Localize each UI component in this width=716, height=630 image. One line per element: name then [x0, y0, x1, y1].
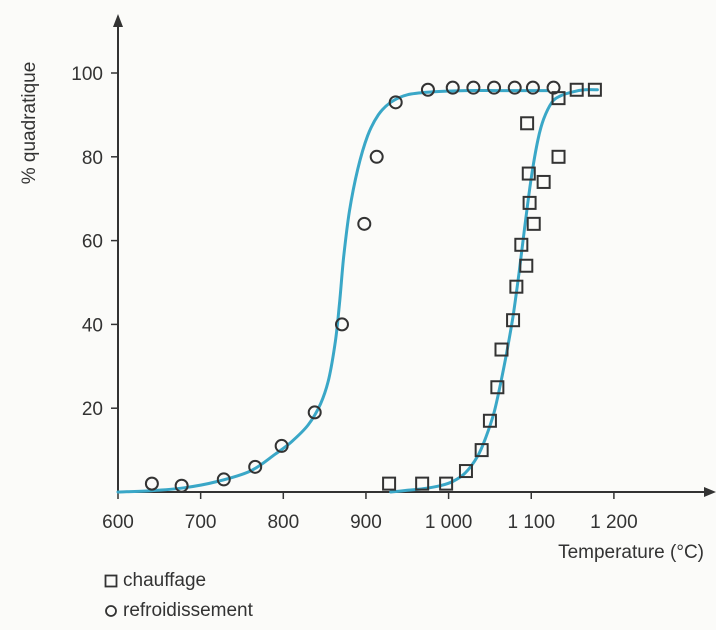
x-tick-label: 700	[185, 512, 217, 533]
legend-item-chauffage: chauffage	[104, 566, 253, 596]
y-axis-arrow-icon	[113, 14, 123, 27]
data-markers	[144, 80, 602, 493]
square-marker-chauffage	[520, 116, 535, 131]
square-marker-chauffage	[551, 149, 566, 164]
circle-marker-refroidissement	[445, 80, 460, 95]
square-marker-chauffage	[514, 237, 529, 252]
square-marker-chauffage	[506, 313, 521, 328]
x-axis-arrow-icon	[704, 487, 716, 497]
circle-marker-refroidissement	[388, 95, 403, 110]
square-marker-chauffage	[569, 82, 584, 97]
circle-marker-refroidissement	[420, 82, 435, 97]
circle-marker-refroidissement	[487, 80, 502, 95]
y-tick-label: 40	[82, 315, 103, 336]
square-marker-chauffage	[494, 342, 509, 357]
square-marker-chauffage	[490, 380, 505, 395]
x-tick-label: 800	[267, 512, 299, 533]
y-tick-label: 60	[82, 232, 103, 253]
circle-marker-refroidissement	[369, 149, 384, 164]
curve-chauffage	[389, 88, 599, 494]
fitted-curves	[116, 88, 599, 494]
y-tick-label: 80	[82, 148, 103, 169]
x-tick-label: 1 000	[425, 512, 473, 533]
circle-marker-refroidissement	[174, 478, 189, 493]
square-marker-chauffage	[439, 476, 454, 491]
circle-marker-refroidissement	[357, 216, 372, 231]
circle-marker-refroidissement	[334, 317, 349, 332]
square-marker-chauffage	[382, 476, 397, 491]
circle-marker-refroidissement	[546, 80, 561, 95]
circle-marker-refroidissement	[248, 459, 263, 474]
x-axis-title: Temperature (°C)	[558, 542, 704, 563]
circle-marker-refroidissement	[525, 80, 540, 95]
curve-refroidissement	[116, 89, 550, 494]
y-tick-label: 20	[82, 399, 103, 420]
square-marker-icon	[104, 574, 118, 588]
legend-item-refroidissement: refroidissement	[104, 596, 253, 626]
x-tick-label: 1 100	[507, 512, 555, 533]
square-marker-chauffage	[509, 279, 524, 294]
circle-marker-icon	[105, 605, 117, 617]
square-marker-chauffage	[536, 174, 551, 189]
legend: chauffage refroidissement	[104, 566, 253, 626]
y-axis-title: % quadratique	[19, 62, 40, 185]
axis-labels: 600 700 800 900 1 000 1 100 1 200 20 40 60 80 100 Te…	[19, 62, 704, 563]
square-marker-chauffage	[474, 443, 489, 458]
legend-label-refroidissement: refroidissement	[123, 600, 253, 621]
y-tick-label: 100	[71, 64, 103, 85]
square-marker-chauffage	[482, 413, 497, 428]
circle-marker-refroidissement	[307, 405, 322, 420]
circle-marker-refroidissement	[466, 80, 481, 95]
circle-marker-refroidissement	[274, 438, 289, 453]
x-tick-label: 600	[102, 512, 134, 533]
square-marker-chauffage	[587, 82, 602, 97]
square-marker-chauffage	[519, 258, 534, 273]
legend-label-chauffage: chauffage	[123, 570, 207, 591]
axes	[111, 14, 716, 499]
square-marker-chauffage	[415, 476, 430, 491]
x-tick-label: 1 200	[590, 512, 638, 533]
square-marker-chauffage	[526, 216, 541, 231]
square-marker-chauffage	[458, 464, 473, 479]
circle-marker-refroidissement	[216, 472, 231, 487]
square-marker-chauffage	[521, 166, 536, 181]
circle-marker-refroidissement	[144, 476, 159, 491]
x-tick-label: 900	[350, 512, 382, 533]
square-marker-chauffage	[522, 195, 537, 210]
circle-marker-refroidissement	[507, 80, 522, 95]
